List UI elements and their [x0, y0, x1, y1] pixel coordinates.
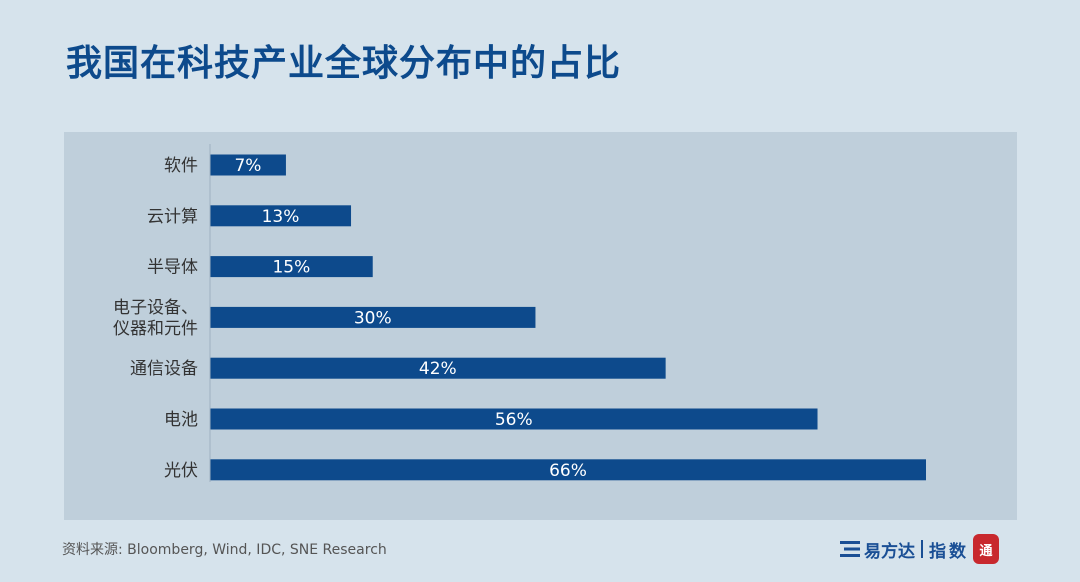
bar-2 — [210, 256, 373, 278]
bar-4 — [210, 357, 666, 379]
category-label: 通信设备 — [130, 359, 198, 379]
category-label: 光伏 — [164, 461, 198, 481]
bar-value-label: 15% — [272, 258, 310, 278]
bar-value-label: 42% — [419, 359, 457, 379]
bar-value-label: 7% — [234, 156, 261, 176]
bar-0 — [210, 154, 286, 176]
category-label: 半导体 — [147, 258, 198, 278]
bar-value-label: 13% — [262, 207, 300, 227]
category-label: 云计算 — [147, 207, 198, 227]
bar-6 — [210, 459, 926, 481]
logo-brand: 易方达 — [864, 541, 915, 562]
bar-value-label: 66% — [549, 461, 587, 481]
bar-1 — [210, 205, 352, 227]
logo-mark-icon — [840, 541, 860, 557]
logo-index: 指数 — [929, 541, 969, 562]
source-note: 资料来源: Bloomberg, Wind, IDC, SNE Research — [62, 542, 387, 558]
bar-value-label: 56% — [495, 410, 533, 430]
logo-separator — [921, 540, 923, 558]
bar-3 — [210, 306, 536, 328]
page-title: 我国在科技产业全球分布中的占比 — [66, 43, 622, 84]
category-label: 电池 — [164, 410, 198, 430]
brand-logo: 易方达 指数 通 — [840, 532, 999, 566]
category-label: 软件 — [164, 156, 198, 176]
bar-5 — [210, 408, 818, 430]
bar-value-label: 30% — [354, 308, 392, 328]
bar-chart: 7% 软件 13% 云计算 15% 半导体 30% 电子设备、仪器和元件 42% 通信设备 56% 电… — [113, 144, 926, 482]
logo-seal-icon: 通 — [973, 534, 999, 564]
category-label: 电子设备、仪器和元件 — [113, 298, 198, 339]
